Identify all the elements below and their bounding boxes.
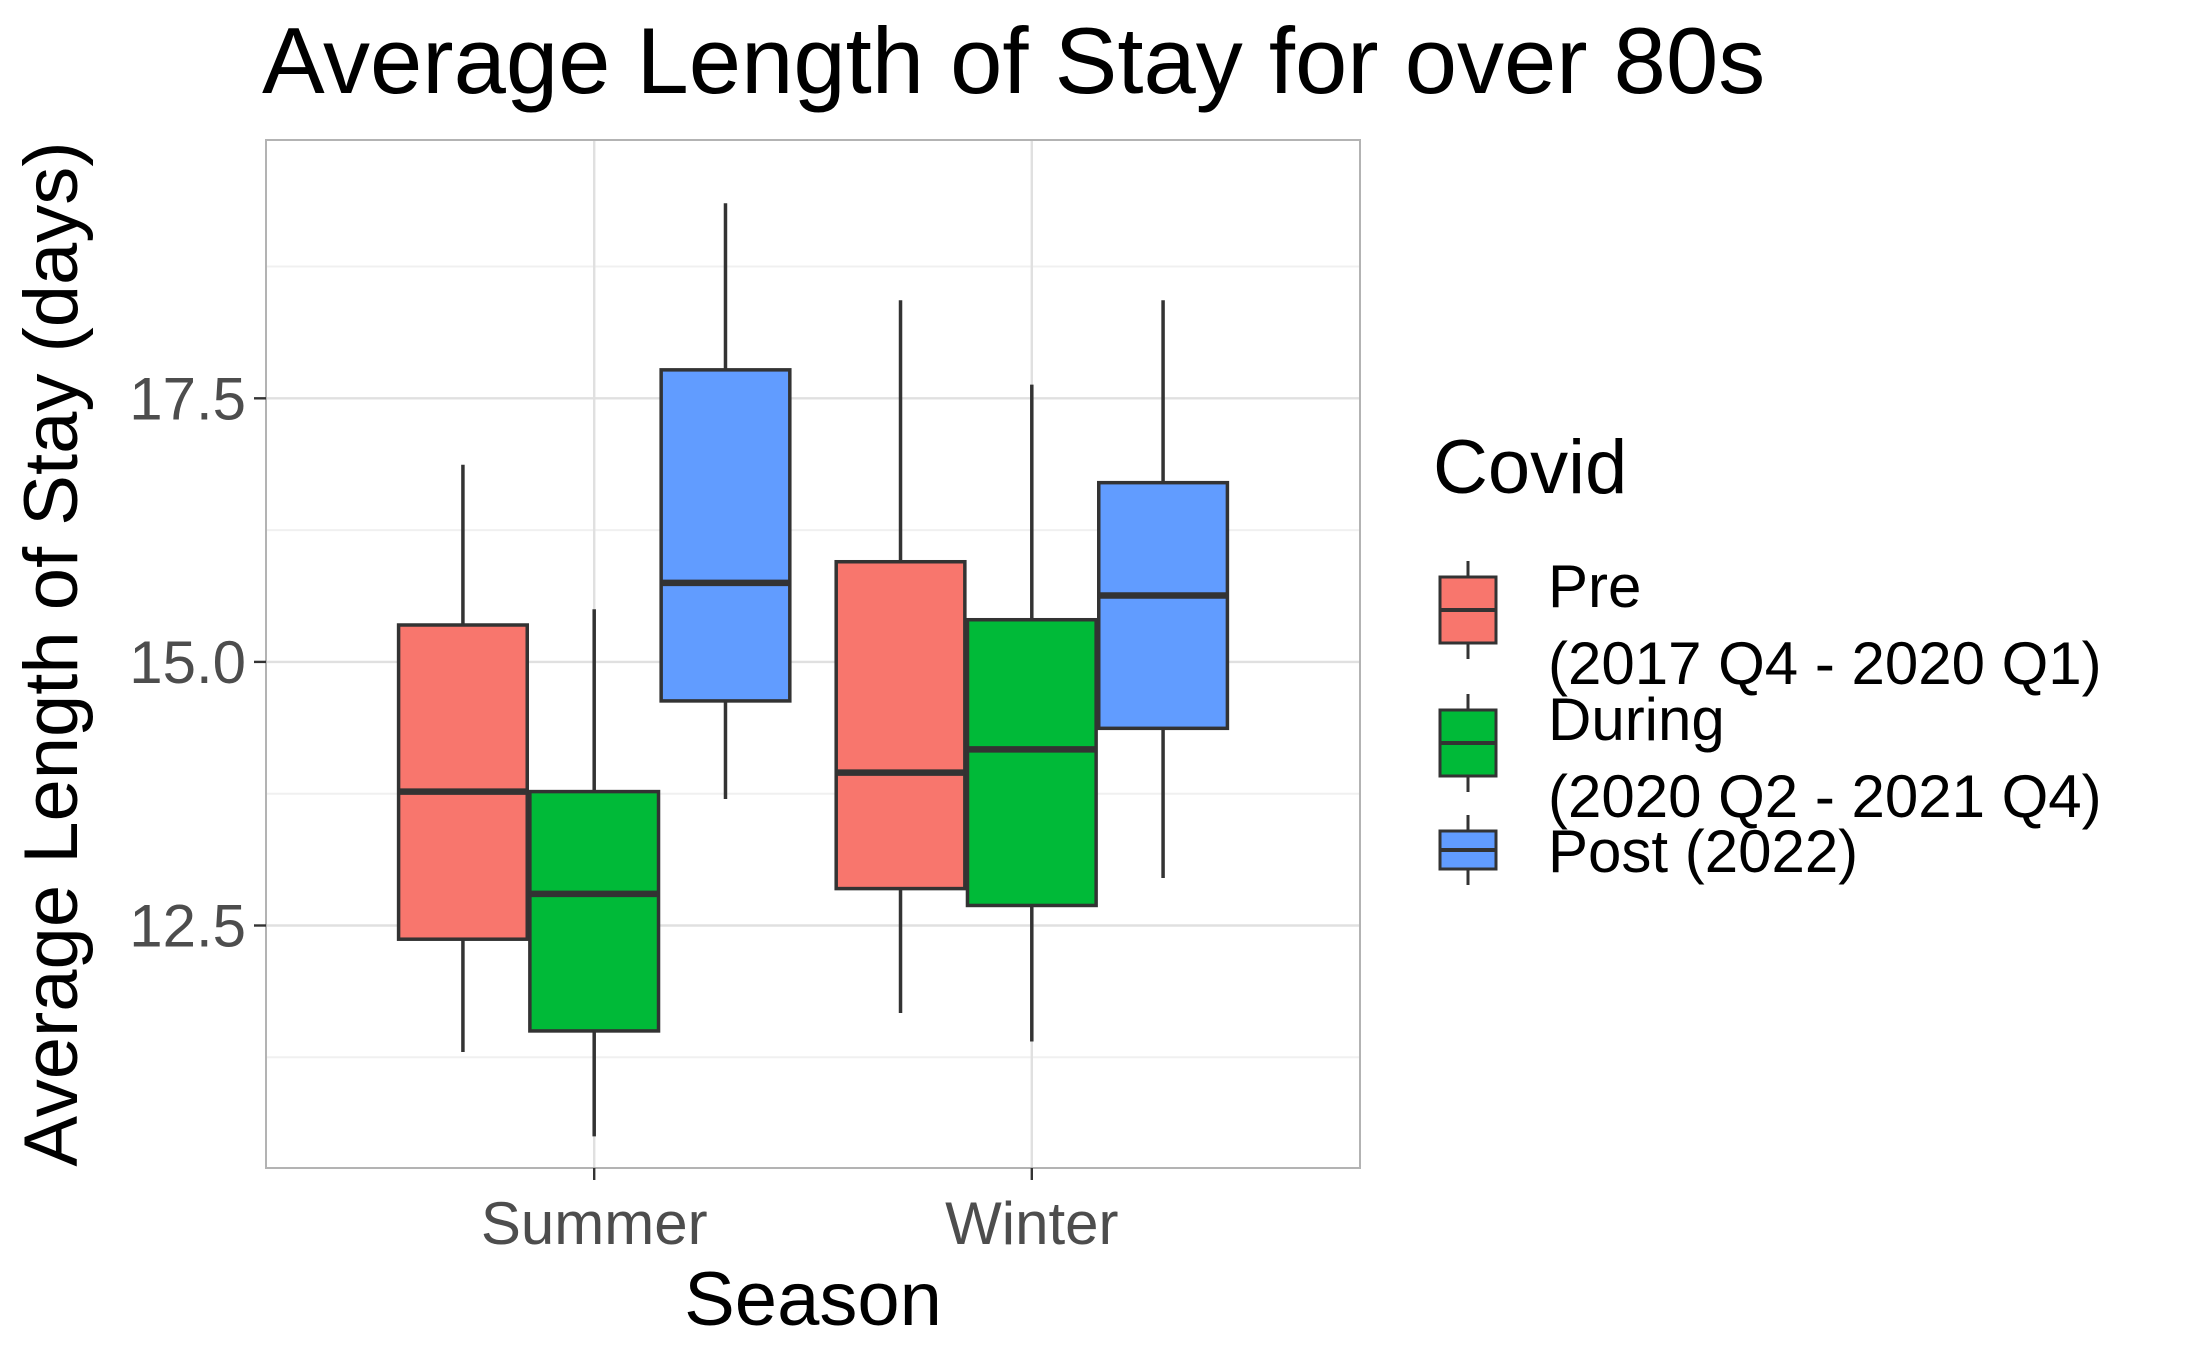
box-body: [834, 559, 967, 891]
legend-item-post: Post (2022): [1438, 815, 1858, 885]
box-post-summer: [659, 203, 792, 799]
box-body: [965, 617, 1098, 908]
box-pre-summer: [396, 464, 529, 1053]
legend-item-pre: Pre (2017 Q4 - 2020 Q1): [1438, 553, 2102, 697]
y-tick-label: 12.5: [129, 892, 246, 959]
y-tick-label: 15.0: [129, 629, 246, 696]
legend-item-during: During (2020 Q2 - 2021 Q4): [1438, 686, 2102, 830]
legend-label: (2017 Q4 - 2020 Q1): [1548, 630, 2102, 697]
plot-panel: [265, 139, 1361, 1169]
box-pre-winter: [834, 300, 967, 1014]
x-axis-title: Season: [684, 1257, 942, 1342]
y-axis: 12.5 15.0 17.5: [129, 365, 266, 959]
panel-border: [265, 139, 1361, 1169]
box-series-group: [396, 203, 1230, 1137]
y-tick-label: 17.5: [129, 365, 246, 432]
y-axis-title: Average Length of Stay (days): [9, 141, 94, 1166]
legend-items: Pre (2017 Q4 - 2020 Q1)During (2020 Q2 - 2…: [1438, 553, 2102, 885]
box-body: [396, 623, 529, 941]
x-axis: Summer Winter: [481, 1168, 1118, 1257]
legend-label: Pre: [1548, 553, 1641, 620]
legend: Covid Pre (2017 Q4 - 2020 Q1)During (2020 …: [1433, 425, 2102, 885]
box-body: [1097, 480, 1230, 731]
x-tick-label: Winter: [945, 1190, 1118, 1257]
box-during-winter: [965, 384, 1098, 1042]
legend-label: Post (2022): [1548, 818, 1858, 885]
chart-title: Average Length of Stay for over 80s: [262, 8, 1765, 113]
series-during: [528, 384, 1098, 1137]
box-during-summer: [528, 609, 661, 1137]
box-post-winter: [1097, 300, 1230, 879]
legend-label: (2020 Q2 - 2021 Q4): [1548, 763, 2102, 830]
series-pre: [396, 300, 967, 1053]
box-body: [528, 789, 661, 1033]
x-tick-label: Summer: [481, 1190, 708, 1257]
legend-label: During: [1548, 686, 1725, 753]
legend-title: Covid: [1433, 425, 1627, 510]
series-post: [659, 203, 1230, 879]
box-body: [659, 368, 792, 703]
